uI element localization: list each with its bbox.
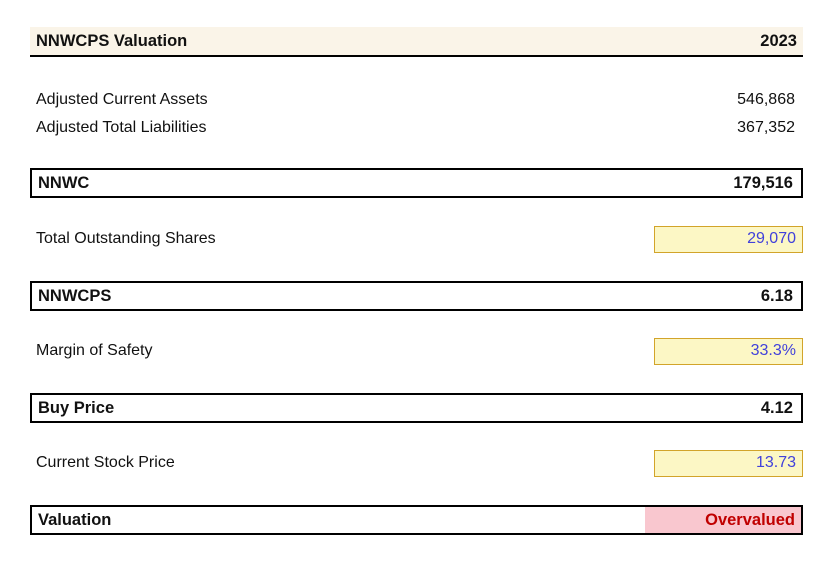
current-stock-price-input[interactable]: 13.73 [654, 449, 803, 477]
row-value: 4.12 [760, 398, 793, 417]
spacer [30, 198, 803, 225]
table-row-adjusted-total-liabilities: Adjusted Total Liabilities 367,352 [30, 114, 803, 142]
valuation-status-badge: Overvalued [645, 507, 801, 533]
sheet-header: NNWCPS Valuation 2023 [30, 27, 803, 57]
table-row-adjusted-current-assets: Adjusted Current Assets 546,868 [30, 86, 803, 114]
page-title: NNWCPS Valuation [36, 31, 188, 50]
table-row-total-outstanding-shares: Total Outstanding Shares 29,070 [30, 225, 803, 253]
row-label: Valuation [38, 510, 112, 529]
row-label: Margin of Safety [36, 342, 153, 359]
row-label: Adjusted Total Liabilities [36, 119, 207, 136]
spacer [30, 311, 803, 337]
row-value: 367,352 [737, 119, 795, 136]
row-value: 6.18 [760, 286, 793, 305]
row-value: 179,516 [733, 173, 793, 192]
spacer [30, 365, 803, 393]
table-row-buy-price: Buy Price 4.12 [30, 393, 803, 423]
total-outstanding-shares-input[interactable]: 29,070 [654, 225, 803, 253]
year-label: 2023 [760, 31, 797, 50]
table-row-margin-of-safety: Margin of Safety 33.3% [30, 337, 803, 365]
spacer [30, 477, 803, 505]
row-label: Adjusted Current Assets [36, 91, 208, 108]
row-value: 546,868 [737, 91, 795, 108]
spacer [30, 253, 803, 281]
margin-of-safety-input[interactable]: 33.3% [654, 337, 803, 365]
spacer [30, 423, 803, 449]
row-label: NNWC [38, 173, 90, 192]
spacer [30, 142, 803, 168]
table-row-current-stock-price: Current Stock Price 13.73 [30, 449, 803, 477]
table-row-valuation: Valuation Overvalued [30, 505, 803, 535]
valuation-sheet: NNWCPS Valuation 2023 Adjusted Current A… [30, 27, 803, 535]
row-label: NNWCPS [38, 286, 112, 305]
table-row-nnwc: NNWC 179,516 [30, 168, 803, 198]
row-label: Buy Price [38, 398, 115, 417]
row-label: Total Outstanding Shares [36, 230, 216, 247]
spacer [30, 57, 803, 86]
table-row-nnwcps: NNWCPS 6.18 [30, 281, 803, 311]
row-label: Current Stock Price [36, 454, 175, 471]
